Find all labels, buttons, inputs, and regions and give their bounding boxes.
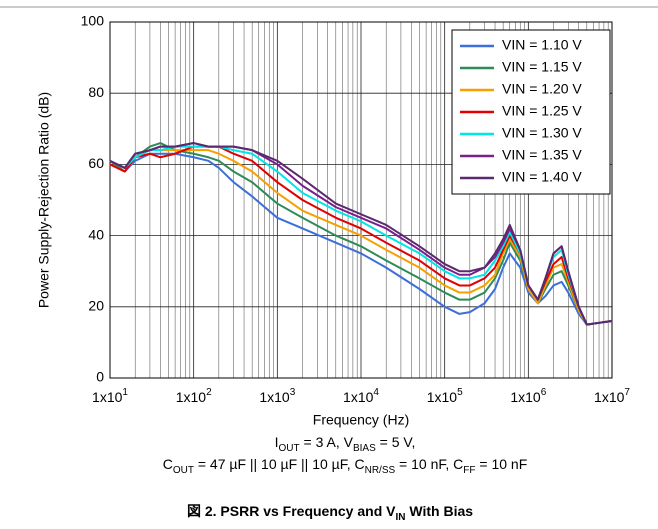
x-tick-label: 1x107 bbox=[594, 387, 630, 405]
plot-frame bbox=[109, 21, 613, 379]
chart-title-part: 図 2. PSRR vs Frequency and V bbox=[187, 503, 396, 519]
chart-title: 図 2. PSRR vs Frequency and VIN With Bias bbox=[187, 503, 473, 523]
x-tick-label-part: 1x10 bbox=[92, 389, 123, 405]
legend-label: VIN = 1.30 V bbox=[502, 125, 582, 141]
x-tick-label-part: 2 bbox=[206, 387, 212, 398]
x-tick-label-part: 5 bbox=[457, 387, 463, 398]
annotation: IOUT = 3 A, VBIAS = 5 V, bbox=[275, 434, 416, 454]
x-tick-label: 1x104 bbox=[343, 387, 379, 405]
annotation-part: = 10 nF, C bbox=[395, 456, 463, 472]
x-tick-label-part: 6 bbox=[541, 387, 547, 398]
annotation-part: OUT bbox=[173, 465, 194, 476]
y-tick-label: 80 bbox=[88, 84, 104, 100]
y-tick-label: 100 bbox=[81, 13, 105, 29]
chart-title-part: With Bias bbox=[405, 503, 473, 519]
x-tick-label: 1x103 bbox=[259, 387, 295, 405]
chart-title-part: IN bbox=[395, 512, 405, 523]
x-tick-label-part: 1x10 bbox=[427, 389, 458, 405]
series-line bbox=[109, 145, 613, 326]
x-tick-label-part: 1x10 bbox=[343, 389, 374, 405]
x-tick-label: 1x101 bbox=[92, 387, 128, 405]
x-tick-label-part: 4 bbox=[373, 387, 379, 398]
x-tick-label: 1x102 bbox=[176, 387, 212, 405]
y-tick-label: 0 bbox=[96, 369, 104, 385]
x-tick-label: 1x106 bbox=[510, 387, 546, 405]
legend-label: VIN = 1.20 V bbox=[502, 81, 582, 97]
y-tick-label: 40 bbox=[88, 226, 104, 242]
legend-label: VIN = 1.35 V bbox=[502, 147, 582, 163]
annotation-part: C bbox=[163, 456, 173, 472]
annotation-part: = 3 A, V bbox=[300, 434, 354, 450]
x-tick-label-part: 1x10 bbox=[259, 389, 290, 405]
annotation-part: = 10 nF bbox=[475, 456, 527, 472]
series-line bbox=[109, 149, 613, 326]
legend-label: VIN = 1.25 V bbox=[502, 103, 582, 119]
x-axis-label: Frequency (Hz) bbox=[313, 412, 409, 428]
annotation: COUT = 47 µF || 10 µF || 10 µF, CNR/SS =… bbox=[163, 456, 528, 476]
legend-label: VIN = 1.10 V bbox=[502, 37, 582, 53]
annotation-part: = 47 µF || 10 µF || 10 µF, C bbox=[194, 456, 365, 472]
x-tick-label-part: 3 bbox=[290, 387, 296, 398]
x-tick-label-part: 1x10 bbox=[176, 389, 207, 405]
annotation-part: I bbox=[275, 434, 279, 450]
annotation-part: BIAS bbox=[353, 443, 376, 454]
series-line bbox=[109, 142, 613, 326]
annotation-part: OUT bbox=[279, 443, 300, 454]
annotation-part: FF bbox=[463, 465, 475, 476]
x-tick-label-part: 7 bbox=[624, 387, 630, 398]
x-tick-label-part: 1 bbox=[122, 387, 128, 398]
legend-label: VIN = 1.40 V bbox=[502, 169, 582, 185]
annotation-part: = 5 V, bbox=[376, 434, 416, 450]
series-line bbox=[109, 142, 613, 326]
y-axis-label: Power Supply-Rejection Ratio (dB) bbox=[36, 92, 52, 308]
x-tick-label-part: 1x10 bbox=[594, 389, 625, 405]
y-tick-label: 20 bbox=[88, 298, 104, 314]
x-tick-label-part: 1x10 bbox=[510, 389, 541, 405]
legend-label: VIN = 1.15 V bbox=[502, 59, 582, 75]
series-line bbox=[109, 145, 613, 326]
y-tick-label: 60 bbox=[88, 155, 104, 171]
series-line bbox=[109, 152, 613, 326]
annotation-part: NR/SS bbox=[365, 465, 396, 476]
x-tick-label: 1x105 bbox=[427, 387, 463, 405]
